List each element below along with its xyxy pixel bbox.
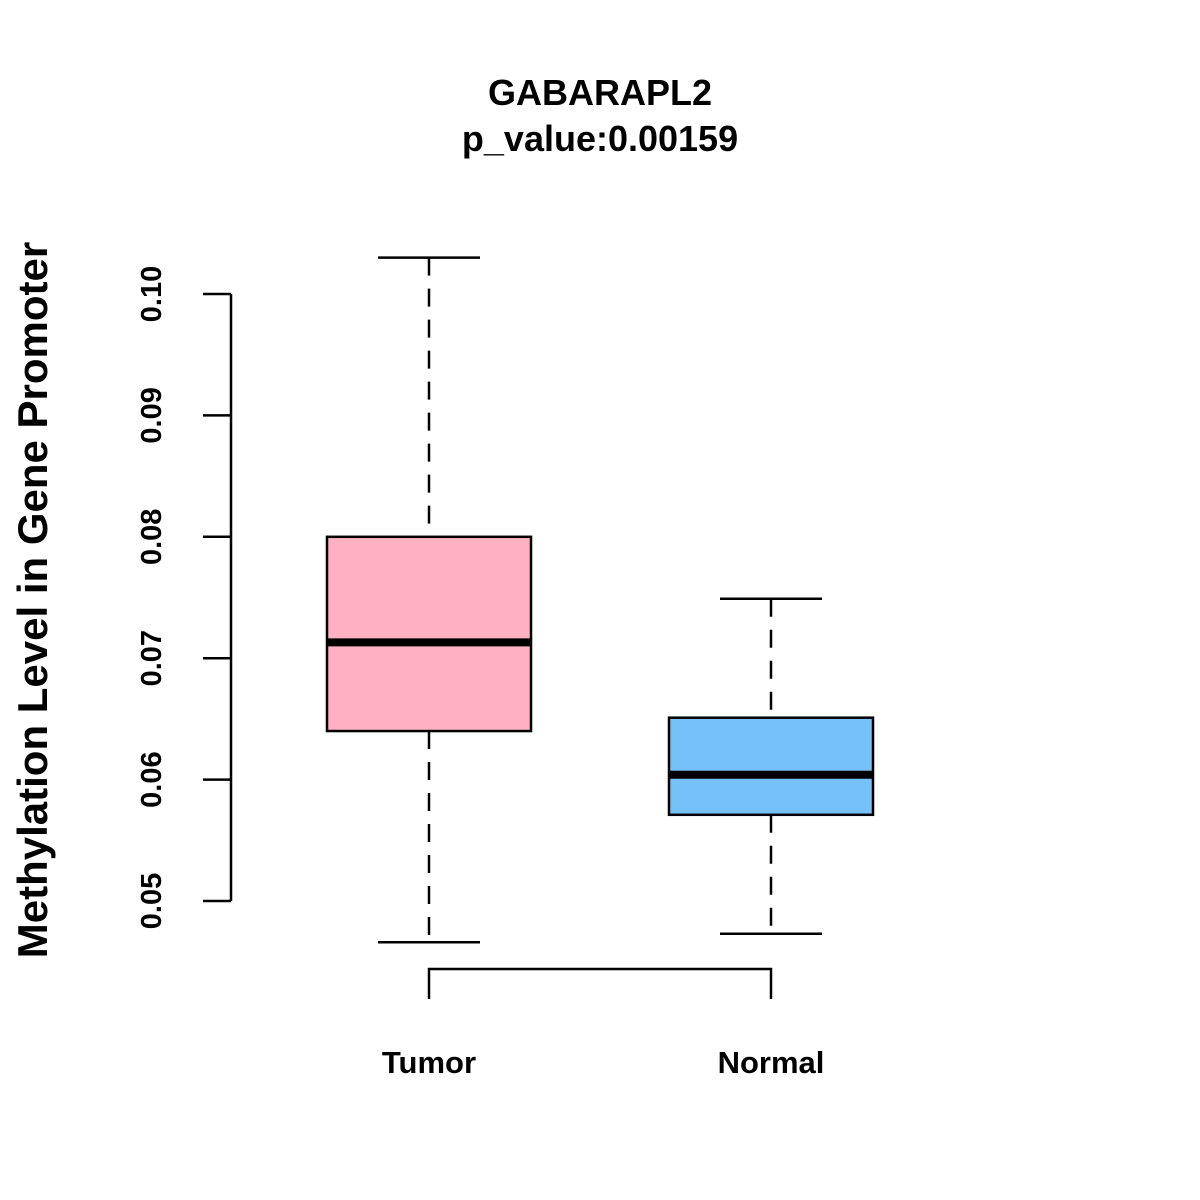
y-axis-label: Methylation Level in Gene Promoter	[9, 242, 56, 958]
iqr-box	[325, 535, 533, 733]
iqr-box	[667, 716, 875, 817]
category-labels: Tumor Normal	[382, 1045, 824, 1080]
box-tumor	[325, 256, 533, 944]
y-tick-label-1: 0.06	[136, 751, 168, 807]
y-axis: 0.05 0.06 0.07 0.08 0.09 0.10	[136, 266, 233, 929]
chart-title: GABARAPL2	[488, 72, 712, 113]
y-tick-label-4: 0.09	[136, 387, 168, 443]
category-label-tumor: Tumor	[382, 1045, 476, 1080]
y-tick-label-2: 0.07	[136, 630, 168, 686]
category-label-normal: Normal	[718, 1045, 825, 1080]
bracket-line	[427, 967, 773, 999]
y-tick-label-3: 0.08	[136, 509, 168, 565]
chart-subtitle: p_value:0.00159	[462, 118, 738, 159]
boxes-group	[325, 256, 875, 944]
y-tick-label-5: 0.10	[136, 266, 168, 322]
significance-bracket	[427, 967, 773, 999]
box-normal	[667, 597, 875, 936]
y-tick-label-0: 0.05	[136, 873, 168, 929]
